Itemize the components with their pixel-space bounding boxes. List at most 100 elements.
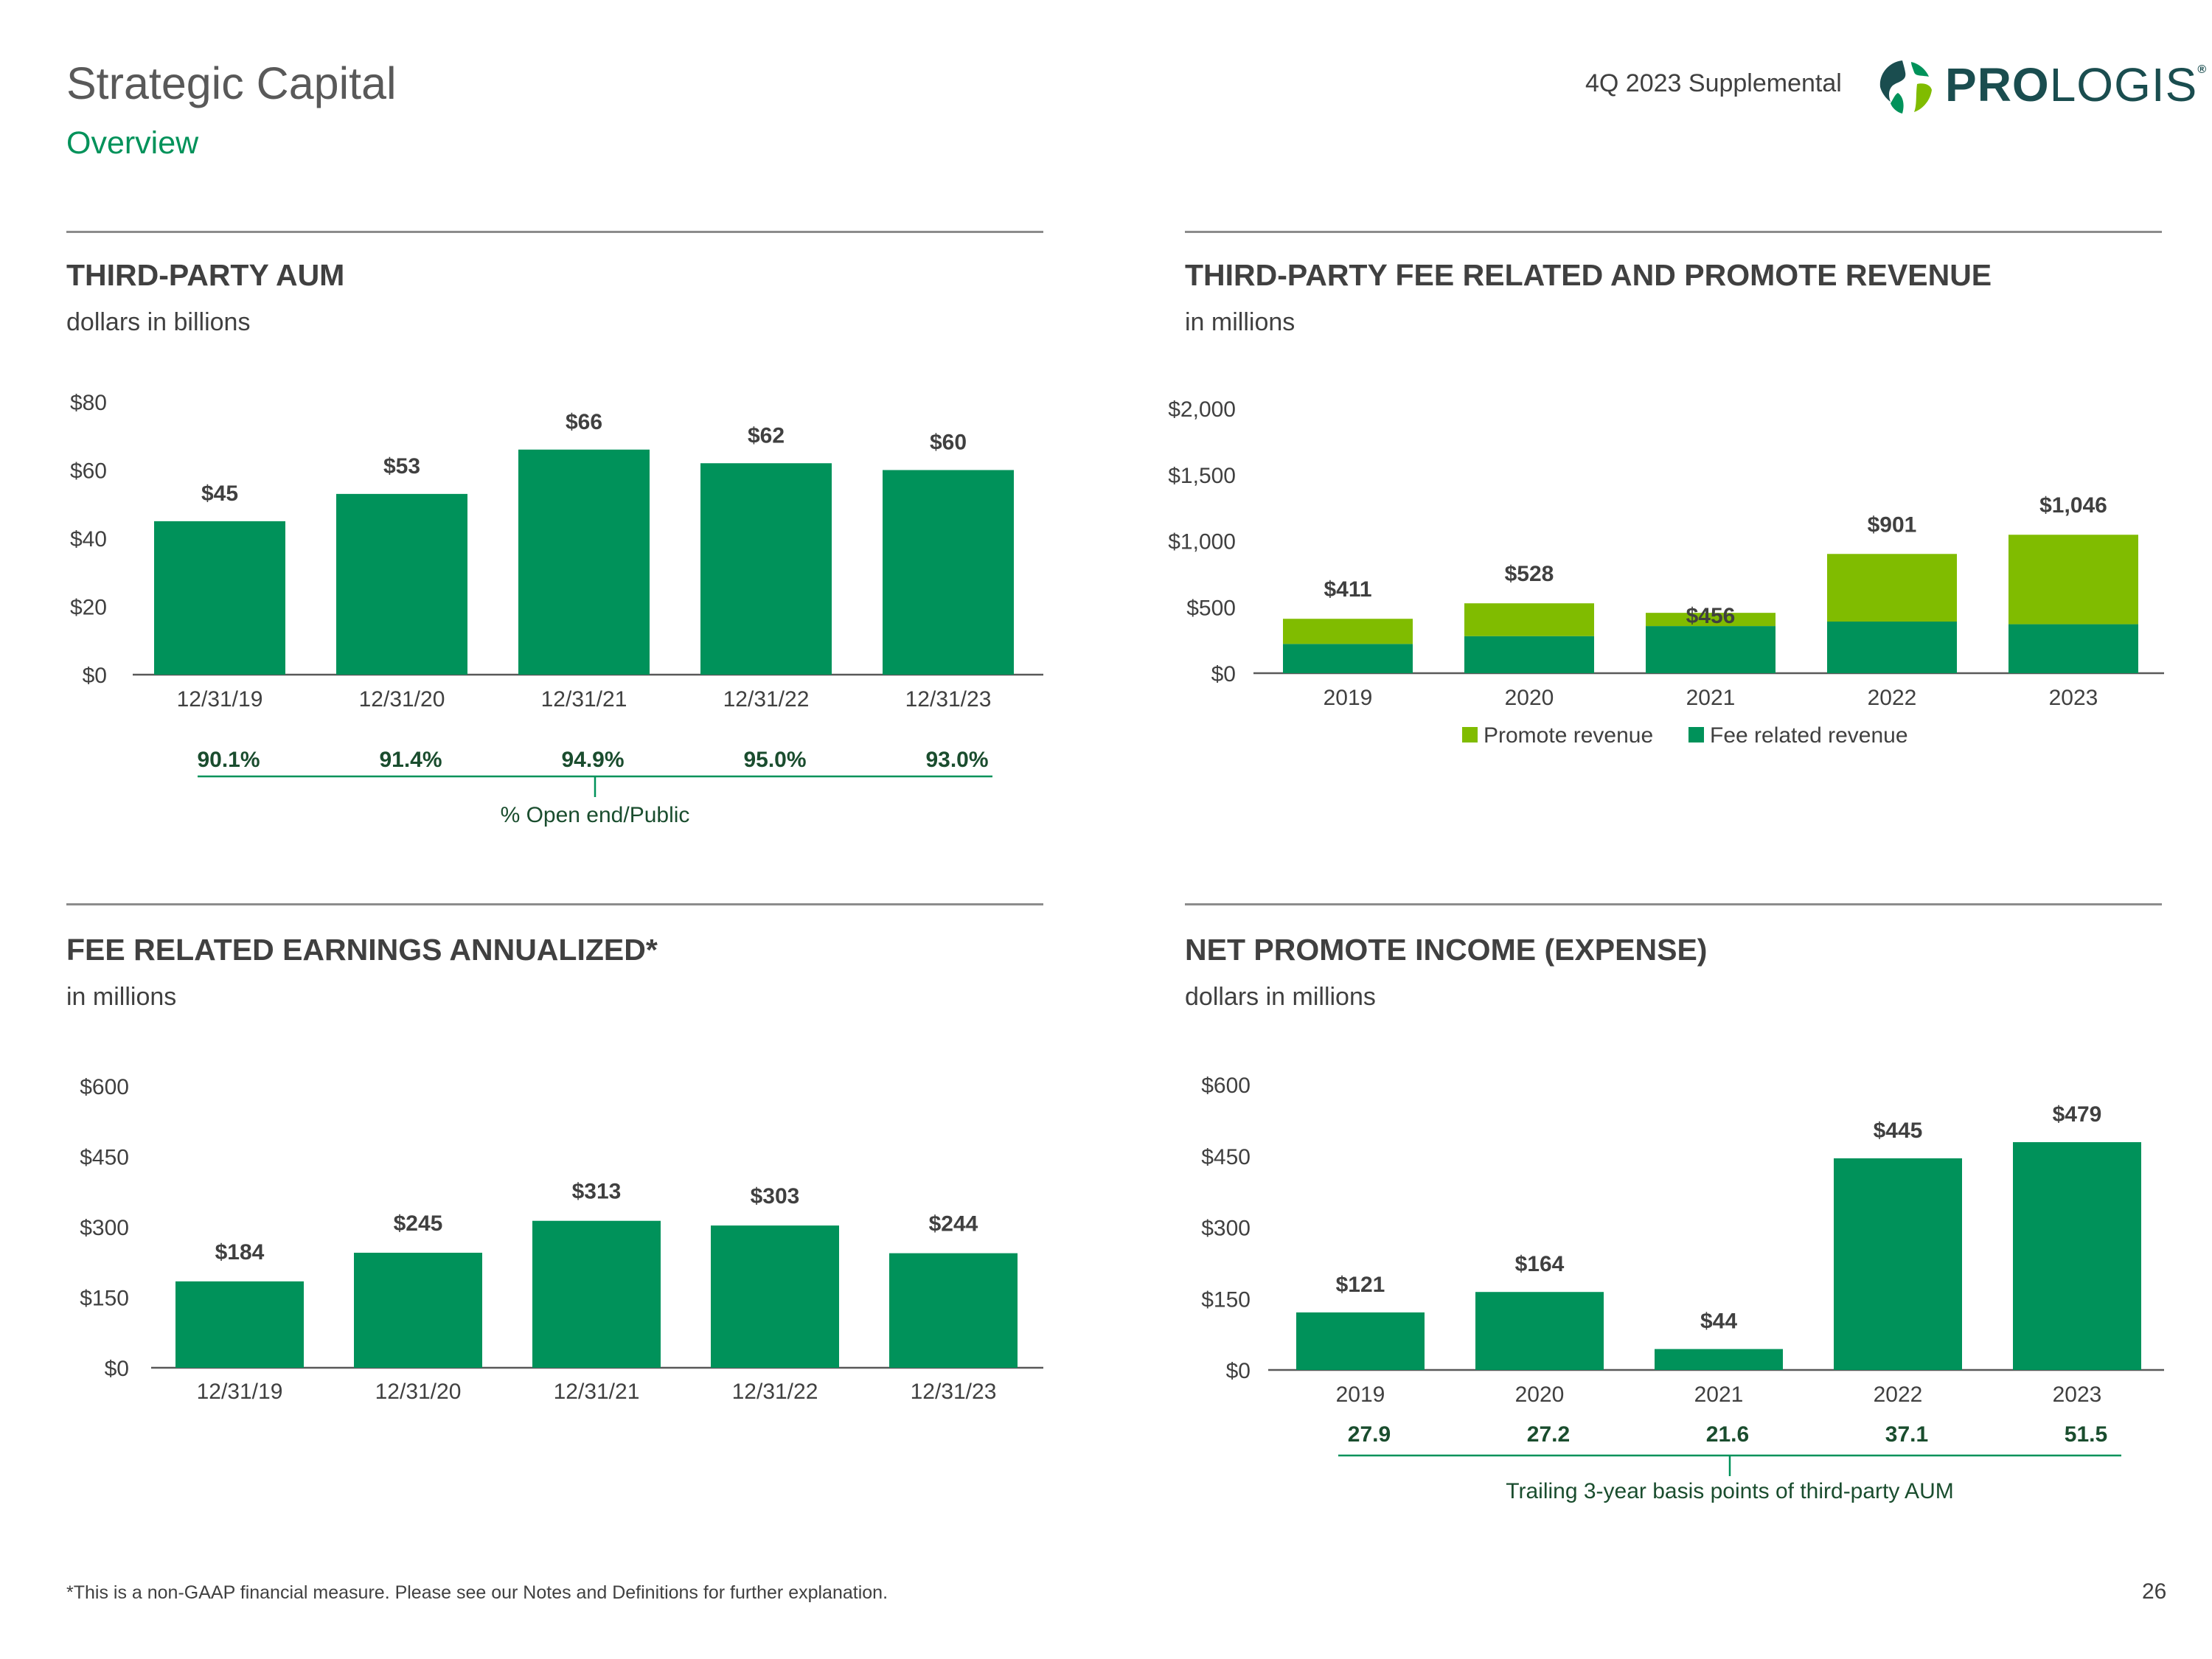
bar xyxy=(883,470,1014,675)
aum-panel-rule xyxy=(66,231,1043,233)
x-tick-label: 12/31/19 xyxy=(197,1380,283,1404)
footnote: *This is a non-GAAP financial measure. P… xyxy=(66,1582,888,1603)
y-tick-label: $150 xyxy=(1201,1287,1251,1312)
page-subtitle: Overview xyxy=(66,125,199,161)
bar xyxy=(711,1225,839,1368)
promote-bar xyxy=(1646,613,1775,627)
data-label: $121 xyxy=(1336,1273,1385,1297)
x-tick-label: 2021 xyxy=(1686,686,1736,710)
bar xyxy=(354,1253,482,1368)
page-title: Strategic Capital xyxy=(66,58,397,108)
data-label: $479 xyxy=(2053,1102,2102,1127)
logo-bold-text: PRO xyxy=(1945,58,2050,111)
promote-bar xyxy=(1464,603,1594,636)
y-tick-label: $0 xyxy=(105,1357,129,1381)
data-label: $445 xyxy=(1874,1119,1923,1143)
bar xyxy=(1475,1292,1604,1370)
bracket-caption: % Open end/Public xyxy=(501,803,690,827)
bar xyxy=(2013,1142,2141,1370)
fee-bar xyxy=(1827,621,1957,673)
bar xyxy=(518,449,650,675)
fre-panel-title: FEE RELATED EARNINGS ANNUALIZED* xyxy=(66,933,658,967)
y-tick-label: $0 xyxy=(1226,1359,1251,1383)
x-tick-label: 2023 xyxy=(2053,1382,2102,1407)
data-label: $1,046 xyxy=(2039,493,2107,518)
legend-label-promote: Promote revenue xyxy=(1484,723,1653,748)
bar xyxy=(532,1220,661,1368)
x-tick-label: 12/31/20 xyxy=(359,687,445,712)
revenue-panel-title: THIRD-PARTY FEE RELATED AND PROMOTE REVE… xyxy=(1185,258,1992,292)
row-value: 37.1 xyxy=(1885,1422,1928,1447)
logo-light-text: LOGIS xyxy=(2049,58,2198,111)
bar xyxy=(700,463,832,675)
row-value: 27.2 xyxy=(1527,1422,1570,1447)
x-tick-label: 2022 xyxy=(1868,686,1917,710)
y-tick-label: $60 xyxy=(70,459,107,484)
data-label: $303 xyxy=(751,1184,800,1208)
row-value: 94.9% xyxy=(561,748,624,772)
x-tick-label: 12/31/21 xyxy=(554,1380,640,1404)
y-tick-label: $0 xyxy=(1211,662,1236,686)
y-tick-label: $150 xyxy=(80,1287,129,1311)
promote-bar xyxy=(1827,554,1957,622)
row-value: 91.4% xyxy=(379,748,442,772)
row-value: 95.0% xyxy=(743,748,806,772)
x-tick-label: 2019 xyxy=(1324,686,1373,710)
revenue-chart: $0 $500 $1,000 $1,500 $2,000 2019 2020 2021 2022… xyxy=(1168,397,2164,748)
x-tick-label: 2021 xyxy=(1694,1382,1744,1407)
y-tick-label: $600 xyxy=(80,1075,129,1099)
row-value: 27.9 xyxy=(1348,1422,1391,1447)
legend-swatch-promote xyxy=(1462,727,1478,742)
x-tick-label: 2020 xyxy=(1515,1382,1565,1407)
bar xyxy=(154,521,285,675)
promote-panel-rule xyxy=(1185,903,2162,905)
data-label: $62 xyxy=(748,423,785,448)
promote-bar xyxy=(2008,535,2138,625)
y-tick-label: $600 xyxy=(1201,1074,1251,1098)
prologis-logo: PROLOGIS® xyxy=(1873,53,2206,121)
x-tick-label: 12/31/22 xyxy=(732,1380,818,1404)
x-tick-label: 12/31/23 xyxy=(905,687,992,712)
fre-panel-subtitle: in millions xyxy=(66,983,177,1011)
y-tick-label: $300 xyxy=(1201,1217,1251,1241)
legend-swatch-fee xyxy=(1688,727,1704,742)
data-label: $53 xyxy=(383,454,420,479)
y-tick-label: $1,000 xyxy=(1168,530,1236,554)
fre-panel-rule xyxy=(66,903,1043,905)
page-number: 26 xyxy=(2142,1579,2167,1604)
promote-panel-subtitle: dollars in millions xyxy=(1185,983,1376,1011)
aum-panel-subtitle: dollars in billions xyxy=(66,308,251,336)
fre-chart: $0 $150 $300 $450 $600 12/31/19 12/31/20 12/31/… xyxy=(80,1075,1043,1404)
data-label: $456 xyxy=(1686,604,1736,628)
data-label: $45 xyxy=(201,481,238,506)
supplemental-label: 4Q 2023 Supplemental xyxy=(1585,69,1842,97)
row-value: 21.6 xyxy=(1706,1422,1749,1447)
promote-chart: $0 $150 $300 $450 $600 2019 2020 2021 2022 2023 $1… xyxy=(1201,1074,2164,1503)
y-tick-label: $40 xyxy=(70,527,107,552)
x-tick-label: 12/31/20 xyxy=(375,1380,462,1404)
globe-icon xyxy=(1879,60,1932,114)
fee-bar xyxy=(1646,626,1775,673)
row-value: 51.5 xyxy=(2065,1422,2107,1447)
x-tick-label: 2023 xyxy=(2049,686,2098,710)
y-tick-label: $450 xyxy=(1201,1145,1251,1169)
logo-wordmark: PROLOGIS® xyxy=(1945,58,2207,112)
y-tick-label: $1,500 xyxy=(1168,464,1236,488)
y-tick-label: $20 xyxy=(70,596,107,620)
data-label: $313 xyxy=(572,1180,622,1204)
y-tick-label: $0 xyxy=(83,664,107,688)
x-tick-label: 2020 xyxy=(1505,686,1554,710)
data-label: $528 xyxy=(1505,562,1554,586)
y-tick-label: $500 xyxy=(1186,596,1236,620)
bar xyxy=(1296,1312,1425,1370)
aum-chart: $0 $20 $40 $60 $80 12/31/19 12/31/20 12/31/21 12… xyxy=(70,391,1043,827)
revenue-panel-rule xyxy=(1185,231,2162,233)
bar xyxy=(336,493,467,675)
row-value: 90.1% xyxy=(197,748,260,772)
legend-label-fee: Fee related revenue xyxy=(1710,723,1908,748)
x-tick-label: 2022 xyxy=(1874,1382,1923,1407)
data-label: $901 xyxy=(1868,512,1917,537)
data-label: $164 xyxy=(1515,1252,1565,1276)
x-tick-label: 12/31/22 xyxy=(723,687,810,712)
x-tick-label: 12/31/21 xyxy=(541,687,627,712)
